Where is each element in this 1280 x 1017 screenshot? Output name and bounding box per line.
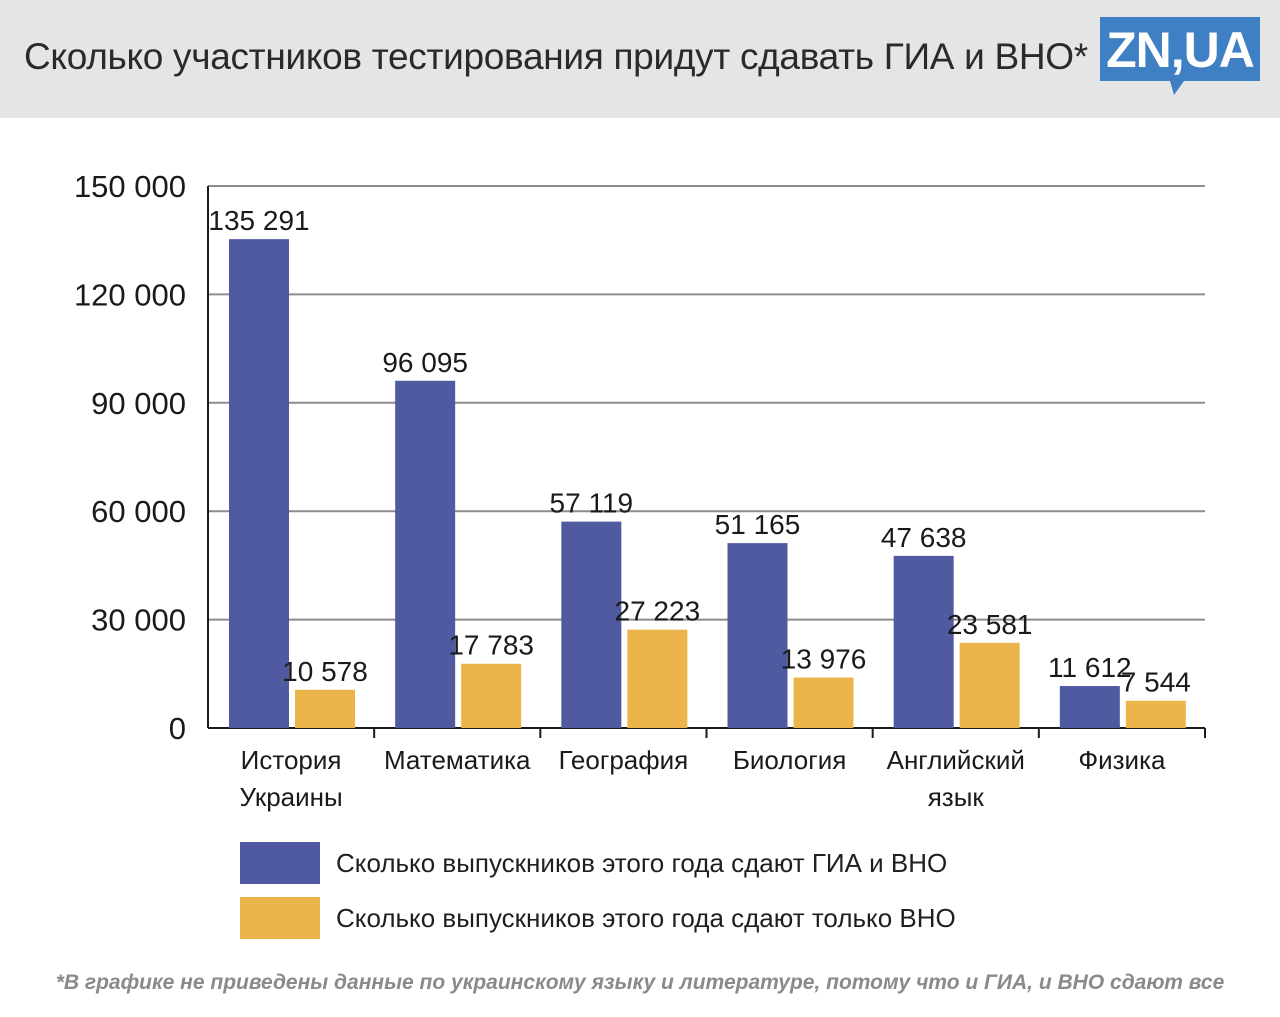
x-category-label: язык	[928, 782, 985, 812]
data-label: 47 638	[881, 522, 967, 553]
data-label: 96 095	[382, 347, 468, 378]
bar-series-2	[793, 677, 854, 728]
x-category-label: Физика	[1078, 745, 1166, 775]
data-label: 27 223	[615, 596, 701, 627]
y-tick-label: 120 000	[74, 277, 186, 312]
legend-swatch-series-2	[240, 897, 320, 939]
x-category-label: История	[241, 745, 342, 775]
logo: ZN,UA	[1100, 17, 1260, 95]
y-tick-label: 30 000	[91, 603, 186, 638]
bar-series-1	[1059, 686, 1120, 728]
data-label: 17 783	[448, 630, 534, 661]
data-label: 23 581	[947, 609, 1033, 640]
data-label: 51 165	[715, 509, 801, 540]
bar-series-2	[959, 642, 1020, 728]
data-label: 7 544	[1121, 667, 1191, 698]
x-category-label: Английский	[887, 745, 1025, 775]
bar-series-1	[395, 380, 456, 728]
footnote: *В графике не приведены данные по украин…	[55, 971, 1225, 994]
data-label: 13 976	[781, 644, 867, 675]
legend-swatch-series-1	[240, 842, 320, 884]
bar-series-2	[627, 629, 688, 728]
y-tick-label: 150 000	[74, 169, 186, 204]
bar-series-1	[561, 521, 622, 728]
x-category-label: География	[559, 745, 689, 775]
logo-badge-icon	[1100, 17, 1260, 95]
legend-label-series-2: Сколько выпускников этого года сдают тол…	[336, 903, 956, 933]
y-tick-label: 60 000	[91, 494, 186, 529]
bar-series-2	[461, 663, 522, 728]
data-label: 135 291	[208, 205, 309, 236]
bar-series-2	[1125, 700, 1186, 728]
x-category-label: Биология	[733, 745, 846, 775]
bar-series-1	[893, 555, 954, 728]
data-label: 10 578	[282, 656, 368, 687]
x-category-label: Украины	[239, 782, 342, 812]
y-tick-label: 0	[169, 711, 186, 746]
bar-series-1	[229, 239, 289, 728]
header-bar: Сколько участников тестирования придут с…	[0, 0, 1280, 118]
data-label: 57 119	[550, 488, 634, 519]
bar-series-1	[727, 543, 788, 728]
data-label: 11 612	[1048, 652, 1132, 683]
x-category-label: Математика	[384, 745, 531, 775]
logo-text: ZN,UA	[1106, 22, 1255, 78]
legend-label-series-1: Сколько выпускников этого года сдают ГИА…	[336, 848, 948, 878]
y-tick-label: 90 000	[91, 386, 186, 421]
chart-title: Сколько участников тестирования придут с…	[24, 36, 1088, 77]
bar-chart: 0 30 000 60 000 90 000 120 000 150 000 135 291…	[74, 169, 1206, 812]
bar-series-2	[295, 689, 355, 728]
